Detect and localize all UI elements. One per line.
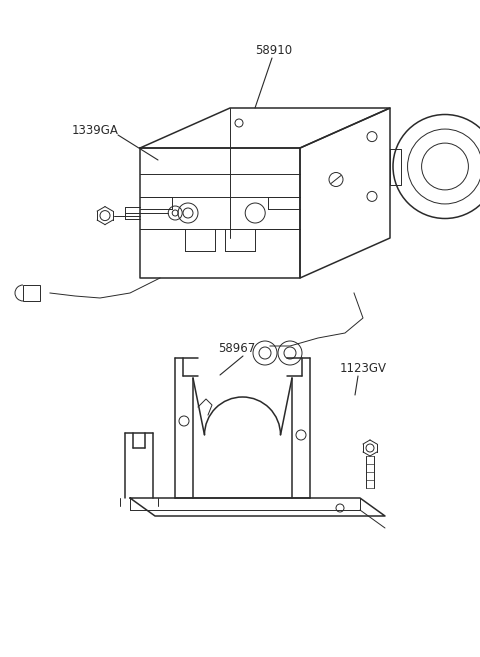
Text: 1339GA: 1339GA [72,124,119,137]
Text: 58910: 58910 [255,43,292,57]
Text: 1123GV: 1123GV [340,361,387,374]
Text: 58967: 58967 [218,342,255,355]
